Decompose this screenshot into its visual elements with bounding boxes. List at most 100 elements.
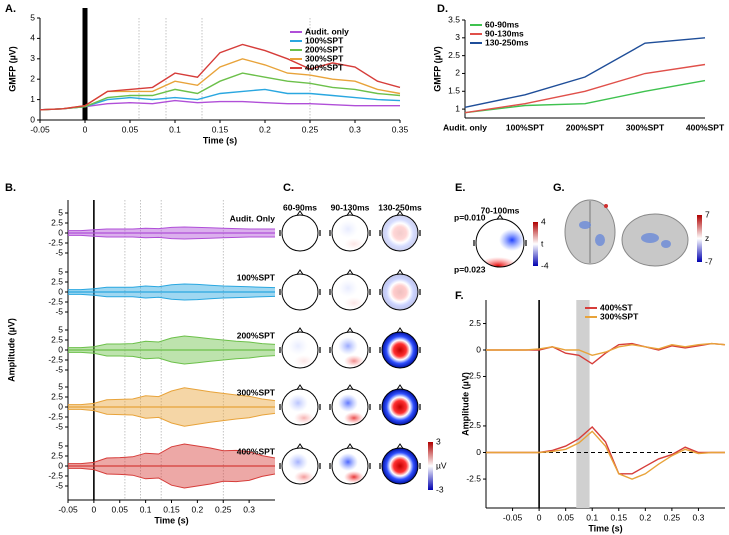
- colorbar: [533, 222, 538, 266]
- y-tick-label: 5: [58, 440, 63, 450]
- topomap-field: [344, 471, 364, 483]
- y-axis-label: Amplitude (µV): [460, 372, 470, 436]
- x-axis-label: Time (s): [588, 523, 622, 533]
- head-outline: [331, 388, 369, 426]
- row-label: 400%SPT: [237, 446, 276, 456]
- x-tick-label: 0.15: [611, 512, 628, 522]
- x-tick-label: 0.3: [243, 504, 255, 514]
- panel-label: D.: [437, 3, 448, 15]
- y-tick-label: 3.5: [448, 14, 460, 24]
- head-nose: [346, 327, 354, 333]
- legend-label: 400%ST: [600, 302, 633, 312]
- legend-label: 90-130ms: [485, 28, 524, 38]
- y-tick-label: 0: [58, 460, 63, 470]
- y-tick-label: 2.5: [448, 50, 460, 60]
- topomap-field: [478, 257, 518, 267]
- y-tick-label: 2.5: [51, 391, 63, 401]
- legend-label: Audit. only: [305, 26, 349, 36]
- y-tick-label: 0: [58, 344, 63, 354]
- y-tick-label: 0: [476, 344, 481, 354]
- y-tick-label: 2.5: [51, 450, 63, 460]
- legend-label: 300%SPT: [600, 311, 639, 321]
- y-tick-label: 2: [455, 68, 460, 78]
- x-tick-label: 0.25: [215, 504, 232, 514]
- x-tick-label: 0: [83, 124, 88, 134]
- topomap-field: [382, 274, 418, 310]
- topomap-field: [338, 337, 358, 355]
- y-tick-label: 5: [58, 207, 63, 217]
- legend-label: 130-250ms: [485, 37, 529, 47]
- butterfly-lower: [68, 293, 276, 301]
- x-tick-label: 0.2: [639, 512, 651, 522]
- head-nose: [296, 384, 304, 390]
- y-tick-label: -2.5: [48, 237, 63, 247]
- y-tick-label: 0: [30, 114, 35, 124]
- topomap-field: [288, 453, 308, 471]
- head-outline: [475, 218, 525, 268]
- x-tick-label: 0.15: [163, 504, 180, 514]
- topomap-title: 70-100ms: [481, 205, 520, 215]
- y-tick-label: -5: [55, 247, 63, 257]
- x-tick-label: 0.05: [111, 504, 128, 514]
- head-nose: [296, 269, 304, 275]
- topomap-field: [294, 471, 314, 483]
- butterfly-lower: [68, 408, 276, 427]
- panel-label: F.: [455, 290, 464, 302]
- y-tick-label: 2: [30, 73, 35, 83]
- x-tick-label: 200%SPT: [566, 122, 605, 132]
- series-line: [486, 430, 725, 480]
- y-tick-label: -5: [55, 421, 63, 431]
- head-outline: [381, 331, 419, 369]
- y-tick-label: 0: [58, 286, 63, 296]
- head-outline: [381, 447, 419, 485]
- head-nose: [346, 384, 354, 390]
- topomap-field: [382, 332, 418, 368]
- legend-label: 300%SPT: [305, 53, 344, 63]
- topomap: [282, 215, 318, 251]
- butterfly-lower: [68, 467, 276, 489]
- x-axis-label: Time (s): [154, 515, 188, 525]
- panel-label: G.: [553, 182, 565, 194]
- x-tick-label: 400%SPT: [686, 122, 725, 132]
- y-tick-label: 1.5: [448, 86, 460, 96]
- head-outline: [331, 331, 369, 369]
- head-nose: [396, 327, 404, 333]
- x-tick-label: 0.1: [140, 504, 152, 514]
- butterfly-upper: [68, 387, 276, 406]
- butterfly-lower: [68, 234, 275, 240]
- y-axis-label: GMFP (µV): [7, 46, 17, 92]
- x-tick-label: 0.3: [349, 124, 361, 134]
- x-tick-label: 0: [92, 504, 97, 514]
- series-line: [39, 43, 401, 111]
- butterfly-upper: [68, 283, 276, 291]
- topomap-field: [382, 215, 418, 251]
- brain-render: [564, 199, 689, 267]
- series-line: [486, 342, 726, 357]
- panel-label: A.: [5, 3, 16, 15]
- head-nose: [346, 210, 354, 216]
- colorbar-label: z: [705, 233, 709, 243]
- butterfly-upper: [68, 226, 275, 232]
- topomap: [282, 274, 318, 310]
- topomap-field: [344, 238, 364, 250]
- y-tick-label: 1: [30, 94, 35, 104]
- head-nose: [296, 327, 304, 333]
- topomap-field: [338, 453, 358, 471]
- row-label: 300%SPT: [237, 387, 276, 397]
- topomap-field: [338, 279, 358, 297]
- x-tick-label: 100%SPT: [506, 122, 545, 132]
- annotation: p=0.023: [454, 264, 486, 274]
- x-tick-label: 300%SPT: [626, 122, 665, 132]
- x-tick-label: -0.05: [503, 512, 523, 522]
- y-tick-label: 2.5: [469, 318, 481, 328]
- topomap-field: [338, 220, 358, 238]
- panel-label: C.: [283, 182, 294, 194]
- colorbar-tick-label: 4: [541, 216, 546, 226]
- y-tick-label: 5: [58, 381, 63, 391]
- topomap-field: [288, 279, 308, 297]
- head-outline: [331, 214, 369, 252]
- colorbar: [697, 215, 702, 262]
- series-line: [464, 79, 706, 114]
- colorbar-tick-label: 7: [705, 209, 710, 219]
